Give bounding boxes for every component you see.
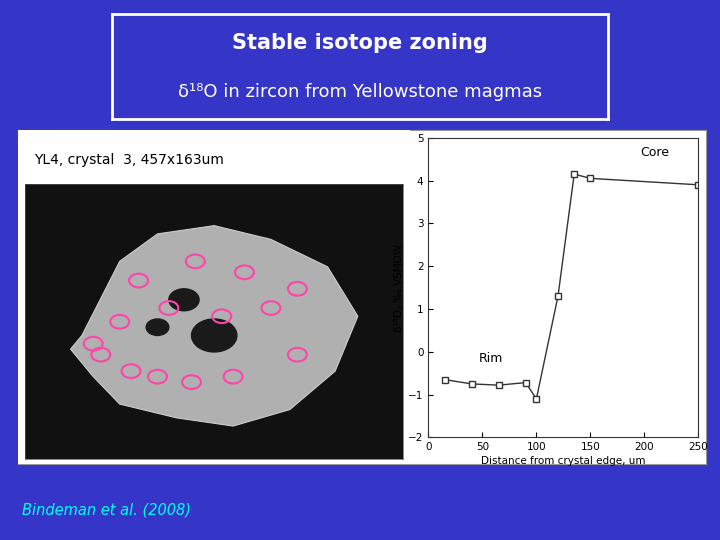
Text: Rim: Rim [479,352,503,365]
Text: YL4, crystal  3, 457x163um: YL4, crystal 3, 457x163um [34,153,224,167]
Circle shape [146,319,168,335]
Circle shape [169,289,199,310]
Text: Core: Core [641,146,670,159]
Text: SEM-CL 15.0kV x230: SEM-CL 15.0kV x230 [34,428,106,434]
Circle shape [192,319,237,352]
Polygon shape [71,226,358,426]
Text: Stable isotope zoning: Stable isotope zoning [232,33,488,53]
X-axis label: Distance from crystal edge, um: Distance from crystal edge, um [481,456,646,467]
Text: 20C.um: 20C.um [344,428,372,434]
Text: δ¹⁸O in zircon from Yellowstone magmas: δ¹⁸O in zircon from Yellowstone magmas [178,84,542,102]
Y-axis label: δ¹⁸O, ‰ VSMOW: δ¹⁸O, ‰ VSMOW [394,244,404,332]
Text: Bindeman et al. (2008): Bindeman et al. (2008) [22,503,191,518]
